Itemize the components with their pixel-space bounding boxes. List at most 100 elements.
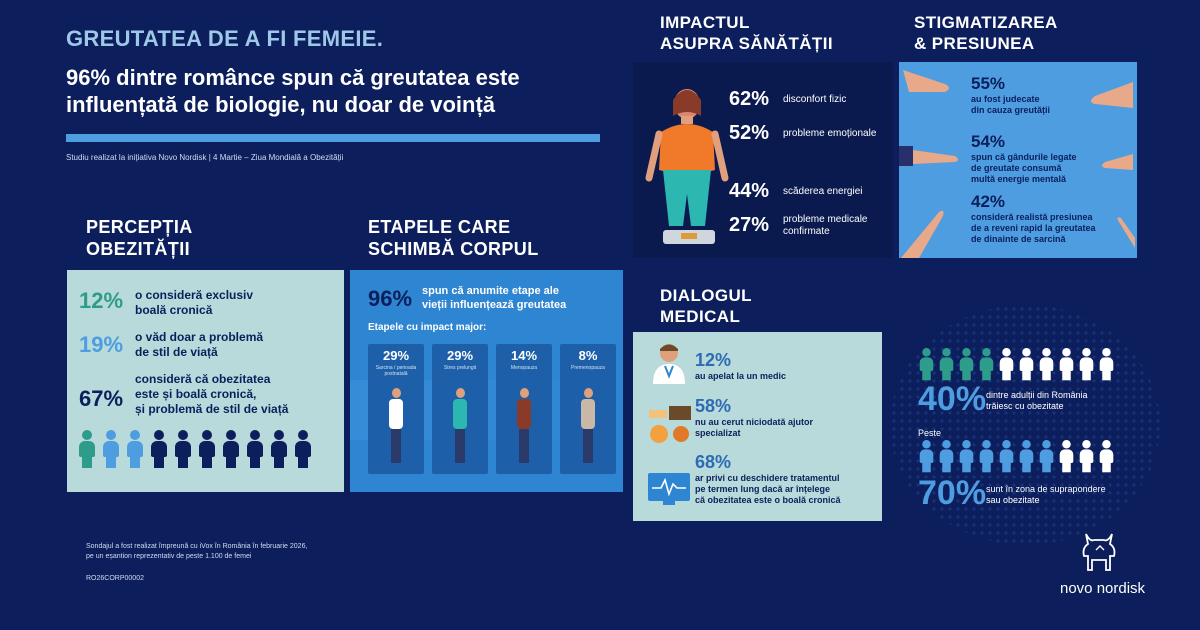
person-icon bbox=[101, 430, 121, 468]
person-icon bbox=[1058, 440, 1075, 473]
headline: 96% dintre românce spun că greutatea est… bbox=[66, 65, 520, 117]
person-icon bbox=[197, 430, 217, 468]
person-icon bbox=[1078, 440, 1095, 473]
doctor-icon bbox=[653, 344, 685, 384]
person-icon bbox=[1038, 348, 1055, 381]
stigma-title: STIGMATIZAREA & PRESIUNEA bbox=[914, 13, 1058, 53]
survey-footnote: Sondajul a fost realizat împreună cu iVo… bbox=[86, 543, 308, 560]
person-icon bbox=[938, 440, 955, 473]
stigma-stat: 55% au fost judecate din cauza greutății bbox=[971, 74, 1131, 116]
person-icon bbox=[269, 430, 289, 468]
adults-40-pct: 40% bbox=[918, 380, 987, 418]
perceptie-panel: 12% o consideră exclusiv boală cronică 19… bbox=[67, 270, 344, 492]
perceptie-title: PERCEPȚIA OBEZITĂȚII bbox=[86, 217, 193, 259]
adults-people-row-2 bbox=[918, 440, 1118, 483]
stigma-pct: 42% bbox=[971, 192, 1006, 211]
stage-card: 14% Menopauza bbox=[496, 344, 552, 474]
stigma-stat: 54% spun că gândurile legate de greutate c… bbox=[971, 132, 1131, 185]
dialog-stat: 68% ar privi cu deschidere tratamentul pe … bbox=[695, 452, 877, 506]
stage-label: Sarcina / perioada postnatală bbox=[375, 365, 417, 377]
monitor-pulse-icon bbox=[648, 473, 690, 505]
woman-figure-icon bbox=[388, 388, 404, 468]
person-icon bbox=[1058, 348, 1075, 381]
person-icon bbox=[125, 430, 145, 468]
adults-70-text: sunt în zona de supraponderе sau obezitat… bbox=[986, 484, 1106, 505]
person-icon bbox=[958, 348, 975, 381]
woman-on-scale-illustration bbox=[645, 89, 729, 244]
dialog-pct: 68% bbox=[695, 452, 732, 472]
person-icon bbox=[77, 430, 97, 468]
person-icon bbox=[1038, 440, 1055, 473]
pointing-hands-illustration bbox=[899, 70, 1135, 258]
adults-70-pct: 70% bbox=[918, 474, 987, 512]
stigma-panel: 55% au fost judecate din cauza greutății 54… bbox=[899, 62, 1137, 258]
impact-text: probleme medicale confirmate bbox=[783, 214, 868, 237]
dialog-text: ar privi cu deschidere tratamentul pe ter… bbox=[695, 473, 841, 505]
dialog-text: nu au cerut niciodată ajutor specializat bbox=[695, 417, 814, 438]
woman-figure-icon bbox=[452, 388, 468, 468]
stage-card: 29% Stres prelungit bbox=[432, 344, 488, 474]
person-icon bbox=[149, 430, 169, 468]
impact-pct: 27% bbox=[729, 214, 770, 236]
dialog-title: DIALOGUL MEDICAL bbox=[660, 286, 752, 326]
person-icon bbox=[998, 348, 1015, 381]
woman-figure-icon bbox=[516, 388, 532, 468]
person-icon bbox=[1098, 348, 1115, 381]
stigma-text: spun că gândurile legate de greutate cons… bbox=[971, 152, 1077, 184]
stage-card: 29% Sarcina / perioada postnatală bbox=[368, 344, 424, 474]
main-title: GREUTATEA DE A FI FEMEIE. bbox=[66, 26, 384, 51]
person-icon bbox=[1098, 440, 1115, 473]
stigma-stat: 42% consideră realistă presiunea de a reve… bbox=[971, 192, 1131, 245]
person-icon bbox=[245, 430, 265, 468]
impact-title: IMPACTUL ASUPRA SĂNĂTĂȚII bbox=[660, 13, 833, 53]
food-icon bbox=[649, 406, 691, 443]
person-icon bbox=[978, 348, 995, 381]
person-icon bbox=[918, 348, 935, 381]
stage-label: Premenopauza bbox=[571, 365, 605, 371]
etape-title: ETAPELE CARE SCHIMBĂ CORPUL bbox=[368, 217, 539, 259]
dialog-stat: 58% nu au cerut niciodată ajutor specializ… bbox=[695, 396, 877, 439]
stage-pct: 14% bbox=[510, 348, 538, 363]
dialog-pct: 58% bbox=[695, 396, 732, 416]
stage-card: 8% Premenopauza bbox=[560, 344, 616, 474]
stage-pct: 29% bbox=[382, 348, 410, 363]
dotted-background bbox=[890, 305, 1160, 545]
stigma-pct: 55% bbox=[971, 74, 1006, 93]
person-icon bbox=[173, 430, 193, 468]
person-icon bbox=[978, 440, 995, 473]
woman-figure-icon bbox=[580, 388, 596, 468]
person-icon bbox=[1078, 348, 1095, 381]
person-icon bbox=[1018, 440, 1035, 473]
etape-panel: 96% spun că anumite etape ale vieții infl… bbox=[350, 270, 623, 492]
stigma-text: consideră realistă presiunea de a reveni … bbox=[971, 212, 1096, 244]
stigma-text: au fost judecate din cauza greutății bbox=[971, 94, 1051, 115]
peste-label: Peste bbox=[918, 428, 942, 438]
novo-nordisk-apis-bull-logo bbox=[1082, 533, 1116, 571]
person-icon bbox=[1018, 348, 1035, 381]
perceptie-people-row bbox=[77, 430, 337, 473]
dialog-pct: 12% bbox=[695, 350, 732, 370]
document-code: RO26CORP00002 bbox=[86, 575, 144, 582]
etape-main-text: spun că anumite etape ale vieții influenț… bbox=[422, 285, 567, 311]
dialog-stat: 12% au apelat la un medic bbox=[695, 350, 877, 382]
stigma-pct: 54% bbox=[971, 132, 1006, 151]
stage-pct: 29% bbox=[446, 348, 474, 363]
impact-text: disconfort fizic bbox=[783, 94, 847, 105]
etape-subtitle: Etapele cu impact major: bbox=[368, 322, 487, 333]
impact-pct: 62% bbox=[729, 88, 770, 110]
person-icon bbox=[918, 440, 935, 473]
stage-label: Menopauza bbox=[510, 365, 538, 371]
person-icon bbox=[293, 430, 313, 468]
etape-main-pct: 96% bbox=[368, 286, 413, 311]
source-line: Studiu realizat la inițiativa Novo Nordi… bbox=[66, 153, 344, 162]
title-underline bbox=[66, 134, 600, 142]
person-icon bbox=[998, 440, 1015, 473]
person-icon bbox=[958, 440, 975, 473]
impact-panel: 62% disconfort fizic 52% probleme emoțional… bbox=[633, 62, 893, 258]
person-icon bbox=[221, 430, 241, 468]
adults-40-text: dintre adulții din România trăiesc cu obe… bbox=[986, 390, 1088, 411]
person-icon bbox=[938, 348, 955, 381]
dialog-panel: 12% au apelat la un medic 58% nu au cerut n… bbox=[633, 332, 882, 521]
stage-pct: 8% bbox=[578, 348, 598, 363]
dialog-text: au apelat la un medic bbox=[695, 371, 787, 381]
